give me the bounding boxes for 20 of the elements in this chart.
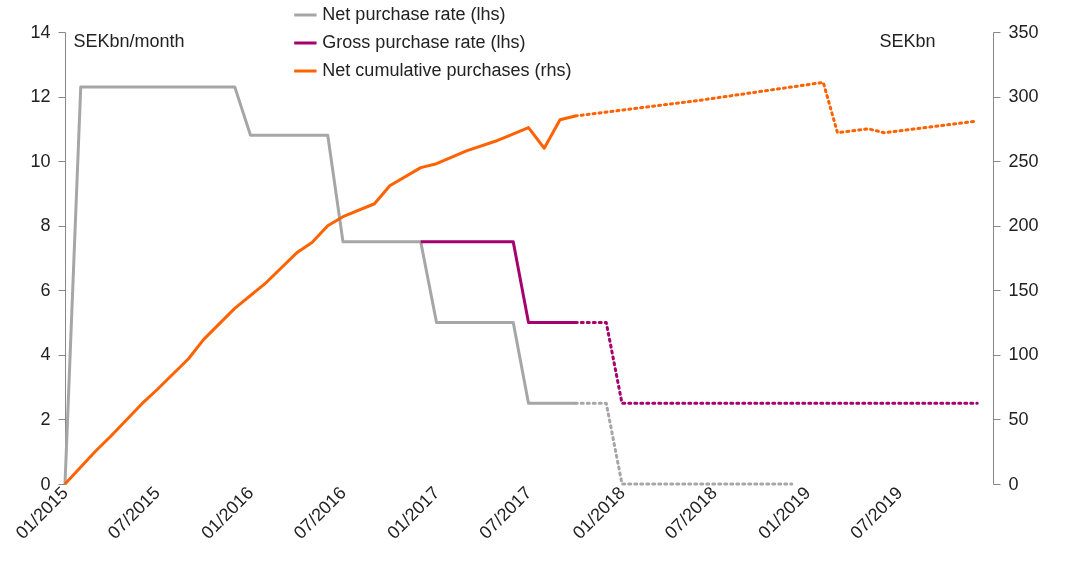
y-tick-label: 6 [40,279,51,300]
y-tick-label: 10 [30,150,51,171]
legend-label: Gross purchase rate (lhs) [322,32,526,52]
y2-tick-label: 250 [1008,150,1039,171]
y2-tick-label: 300 [1008,86,1039,107]
y2-tick-label: 100 [1008,344,1039,365]
y2-axis-title: SEKbn [879,30,936,51]
y2-tick-label: 0 [1008,473,1019,494]
y-tick-label: 14 [30,21,51,42]
y-tick-label: 2 [40,408,51,429]
y-tick-label: 4 [40,344,51,365]
legend-label: Net purchase rate (lhs) [322,4,506,24]
y-tick-label: 8 [40,215,51,236]
y2-tick-label: 200 [1008,215,1039,236]
y2-tick-label: 50 [1008,408,1029,429]
y-axis-title: SEKbn/month [73,30,185,51]
y2-tick-label: 150 [1008,279,1039,300]
legend-label: Net cumulative purchases (rhs) [322,60,572,80]
y2-tick-label: 350 [1008,21,1039,42]
y-tick-label: 12 [30,86,51,107]
